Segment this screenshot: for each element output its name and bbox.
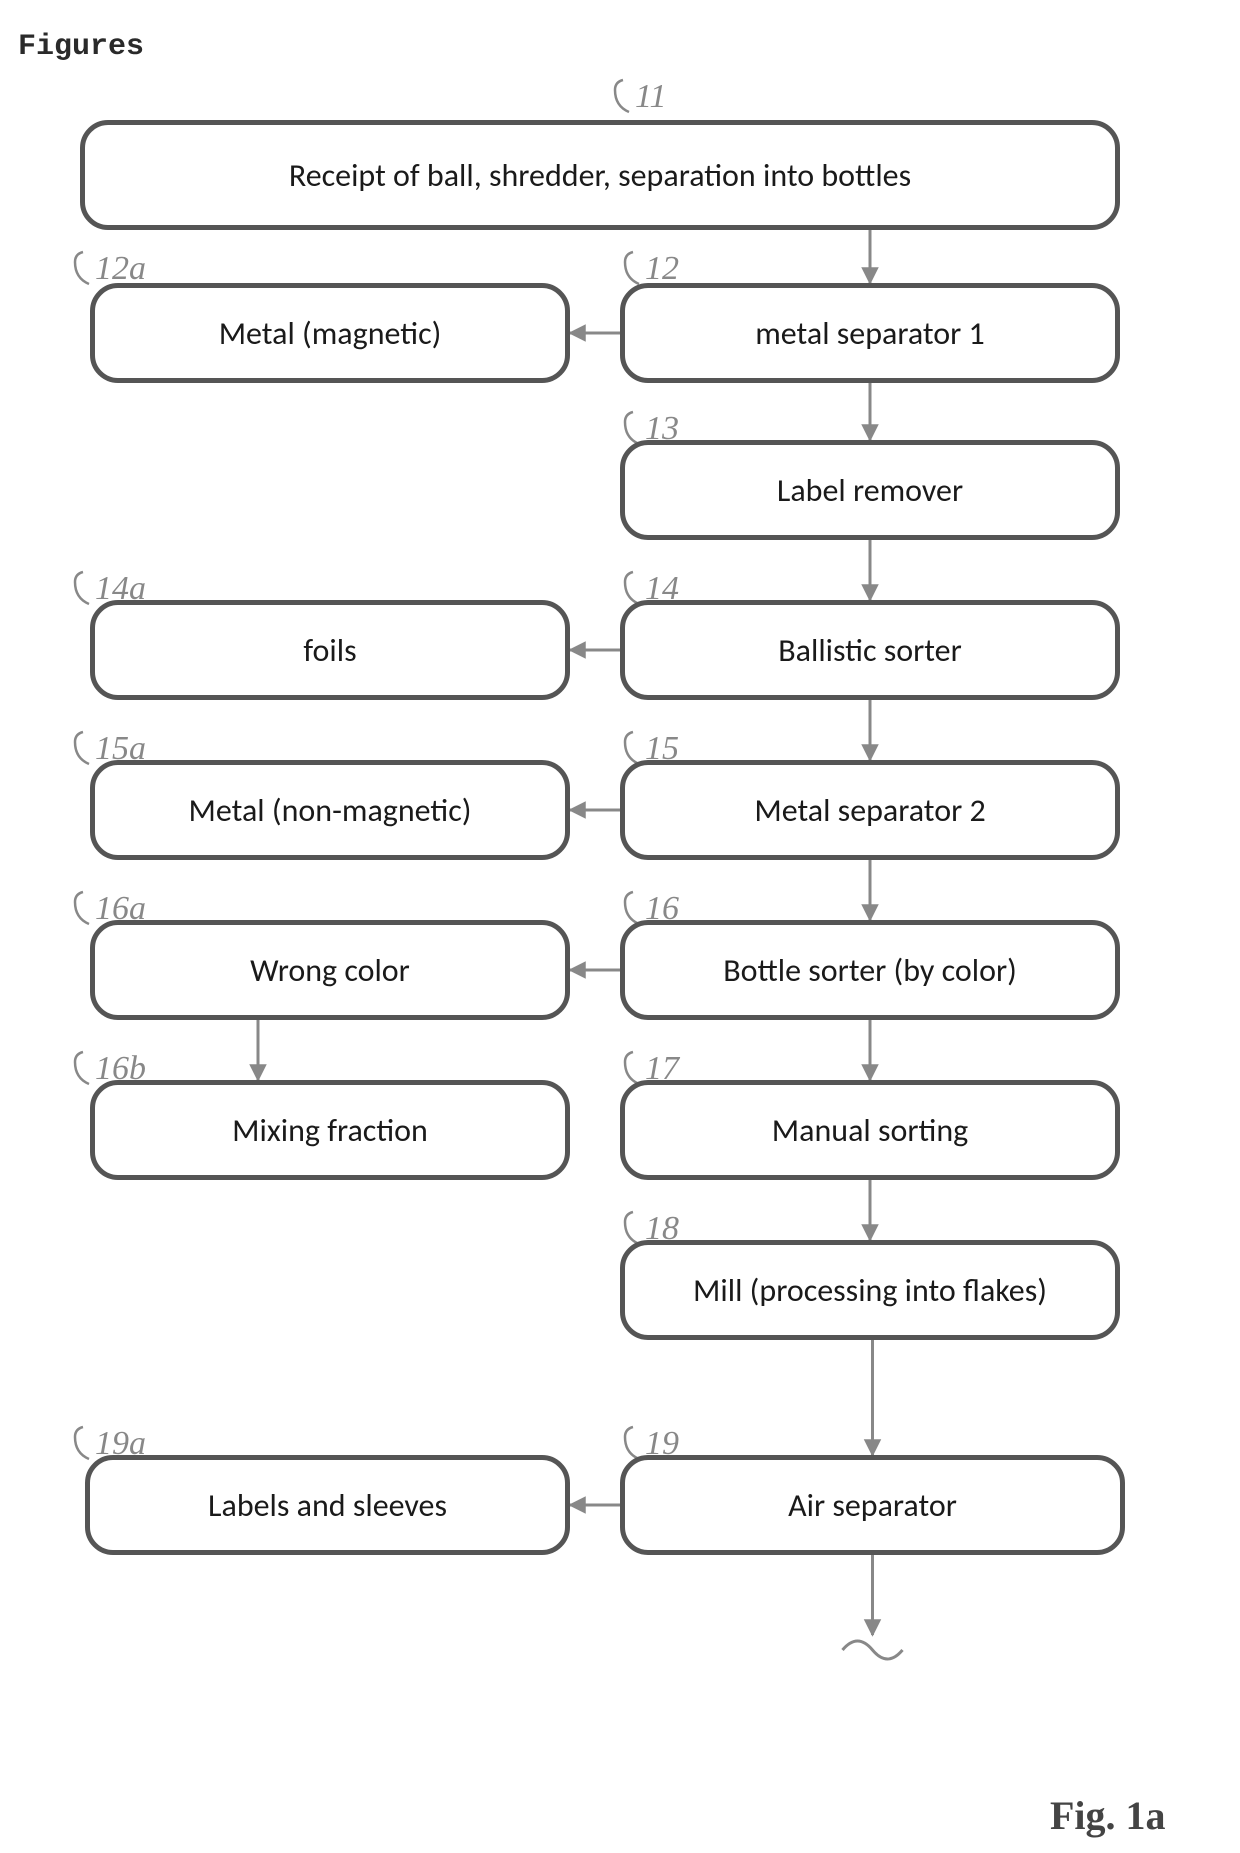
ref-12a: 12a: [95, 250, 146, 288]
node-mixing-fraction: Mixing fraction: [90, 1080, 570, 1180]
ref-12: 12: [645, 250, 679, 288]
figure-caption: Fig. 1a: [1050, 1792, 1166, 1839]
node-receipt: Receipt of ball, shredder, separation in…: [80, 120, 1120, 230]
ref-16: 16: [645, 890, 679, 928]
node-mill: Mill (processing into flakes): [620, 1240, 1120, 1340]
ref-13: 13: [645, 410, 679, 448]
node-foils: foils: [90, 600, 570, 700]
ref-19: 19: [645, 1425, 679, 1463]
node-manual-sorting: Manual sorting: [620, 1080, 1120, 1180]
ref-14a: 14a: [95, 570, 146, 608]
node-metal-separator-1: metal separator 1: [620, 283, 1120, 383]
ref-14: 14: [645, 570, 679, 608]
ref-15a: 15a: [95, 730, 146, 768]
node-wrong-color: Wrong color: [90, 920, 570, 1020]
node-metal-nonmagnetic: Metal (non-magnetic): [90, 760, 570, 860]
section-title: Figures: [18, 30, 144, 64]
ref-17: 17: [645, 1050, 679, 1088]
node-metal-magnetic: Metal (magnetic): [90, 283, 570, 383]
node-metal-separator-2: Metal separator 2: [620, 760, 1120, 860]
ref-16b: 16b: [95, 1050, 146, 1088]
ref-19a: 19a: [95, 1425, 146, 1463]
node-air-separator: Air separator: [620, 1455, 1125, 1555]
ref-11: 11: [635, 78, 666, 116]
node-bottle-sorter: Bottle sorter (by color): [620, 920, 1120, 1020]
page: Figures Receipt of ball, shredder, separ…: [0, 0, 1240, 1853]
node-label-remover: Label remover: [620, 440, 1120, 540]
ref-15: 15: [645, 730, 679, 768]
ref-16a: 16a: [95, 890, 146, 928]
node-ballistic-sorter: Ballistic sorter: [620, 600, 1120, 700]
node-labels-sleeves: Labels and sleeves: [85, 1455, 570, 1555]
ref-18: 18: [645, 1210, 679, 1248]
